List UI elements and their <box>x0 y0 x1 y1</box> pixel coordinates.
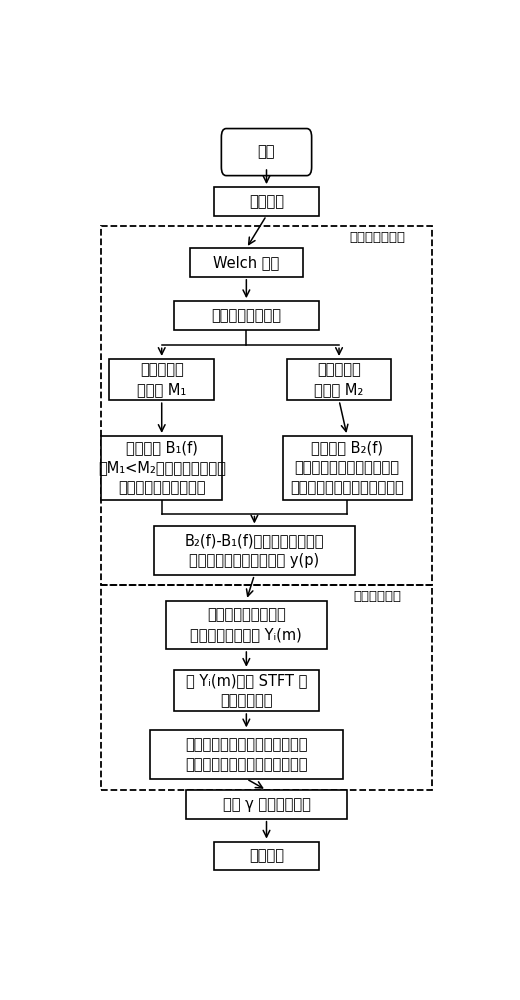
FancyBboxPatch shape <box>214 842 319 870</box>
FancyBboxPatch shape <box>186 790 347 819</box>
Text: Welch 算法: Welch 算法 <box>213 255 279 270</box>
Text: 时域信号分段处理: 时域信号分段处理 <box>211 308 281 323</box>
FancyBboxPatch shape <box>174 670 319 711</box>
FancyBboxPatch shape <box>190 248 303 277</box>
FancyBboxPatch shape <box>101 436 222 500</box>
Text: 计算 γ 和动液面深度: 计算 γ 和动液面深度 <box>223 797 310 812</box>
Bar <box>101 585 432 790</box>
FancyBboxPatch shape <box>283 436 411 500</box>
Text: 寻找最大模值对应的频段，确定
为最强共振频段，进行卷积滤波: 寻找最大模值对应的频段，确定 为最强共振频段，进行卷积滤波 <box>185 737 308 772</box>
Text: 采集信号: 采集信号 <box>249 194 284 209</box>
Text: 确定共振频段: 确定共振频段 <box>353 590 401 603</box>
FancyBboxPatch shape <box>222 129 311 176</box>
FancyBboxPatch shape <box>287 359 392 400</box>
FancyBboxPatch shape <box>174 301 319 330</box>
FancyBboxPatch shape <box>214 187 319 216</box>
FancyBboxPatch shape <box>153 526 355 575</box>
Text: 开始: 开始 <box>258 145 275 160</box>
Text: 频率信号 B₁(f)
（M₁<M₂，频率分辨率小，
只含有低频干扰成分）: 频率信号 B₁(f) （M₁<M₂，频率分辨率小， 只含有低频干扰成分） <box>98 441 226 495</box>
FancyBboxPatch shape <box>150 730 343 779</box>
FancyBboxPatch shape <box>109 359 214 400</box>
Bar <box>101 226 432 585</box>
FancyBboxPatch shape <box>166 601 327 649</box>
Text: B₂(f)-B₁(f)，谱减消除低频干
扰，截取低频段得到信号 y(p): B₂(f)-B₁(f)，谱减消除低频干 扰，截取低频段得到信号 y(p) <box>185 533 324 568</box>
Text: 对 Yᵢ(m)进行 STFT 处
理，计算模值: 对 Yᵢ(m)进行 STFT 处 理，计算模值 <box>186 673 307 708</box>
Text: 频率信号 B₂(f)
（频率分辨率大，含有低频
干扰成分、共振谐波、噪声）: 频率信号 B₂(f) （频率分辨率大，含有低频 干扰成分、共振谐波、噪声） <box>290 441 404 495</box>
Text: 每段信号数
据长度 M₁: 每段信号数 据长度 M₁ <box>137 362 186 397</box>
Text: 输出结果: 输出结果 <box>249 848 284 863</box>
Text: 自适应滤波处理: 自适应滤波处理 <box>349 231 405 244</box>
Text: 分段后进行归一化卷
积计算，得到信号 Yᵢ(m): 分段后进行归一化卷 积计算，得到信号 Yᵢ(m) <box>190 607 302 642</box>
Text: 每段信号数
据长度 M₂: 每段信号数 据长度 M₂ <box>315 362 363 397</box>
